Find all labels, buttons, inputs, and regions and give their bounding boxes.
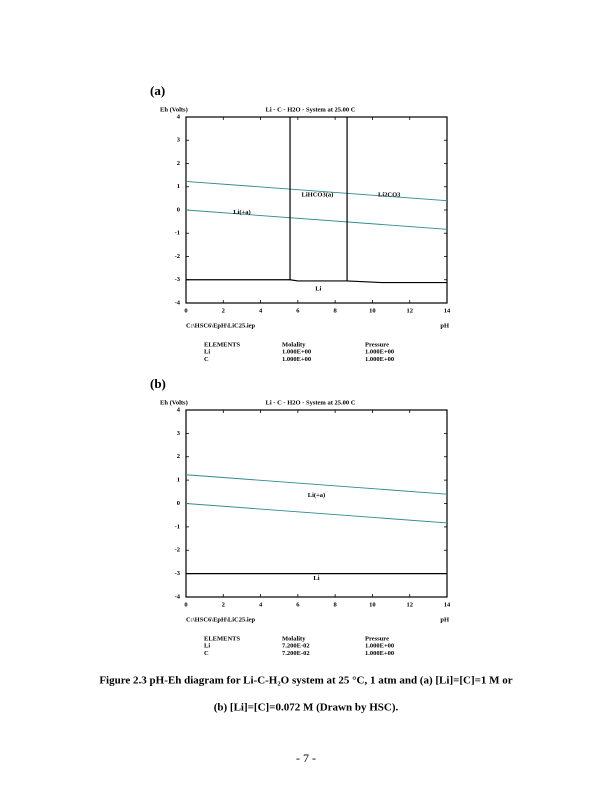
region-label: Li [313,575,319,582]
table-cell: 1.000E+00 [365,650,394,657]
y-axis-label: Eh (Volts) [160,106,188,113]
table-cell: 1.000E+00 [282,356,311,363]
x-tick-label: 10 [369,601,376,608]
table-cell: 1.000E+00 [365,642,394,649]
panel-label: (b) [150,376,166,391]
table-header: Molality [282,341,306,348]
table-cell: 7.200E-02 [282,642,310,649]
y-tick-label: 4 [177,406,181,413]
x-tick-label: 8 [334,307,338,314]
y-tick-label: 1 [177,477,180,484]
y-tick-label: 3 [177,430,181,437]
series-line [186,279,447,284]
x-tick-label: 0 [184,601,187,608]
region-label: Li2CO3 [378,191,401,198]
source-file: C:\HSC6\EpH\LiC25.iep [186,322,256,329]
table-cell: Li [204,642,210,649]
table-header: Pressure [365,635,389,642]
x-tick-label: 0 [184,307,187,314]
y-tick-label: -1 [175,230,180,237]
y-tick-label: 0 [177,500,180,507]
y-axis-label: Eh (Volts) [160,399,188,406]
x-tick-label: 4 [259,601,263,608]
y-tick-label: -4 [175,593,181,600]
y-tick-label: 0 [177,206,180,213]
x-tick-label: 2 [222,601,225,608]
chart-title: Li - C - H2O - System at 25.00 C [266,399,356,406]
table-header: Pressure [365,341,389,348]
table-cell: Li [204,348,210,355]
x-tick-label: 4 [259,307,263,314]
y-tick-label: -4 [175,299,181,306]
caption-line: Figure 2.3 pH-Eh diagram for Li-C-H₂O sy… [99,675,512,687]
y-tick-label: 1 [177,183,180,190]
table-cell: C [204,650,209,657]
x-tick-label: 6 [296,601,300,608]
table-header: ELEMENTS [204,341,241,348]
x-tick-label: 8 [334,601,338,608]
y-tick-label: -3 [175,570,181,577]
table-cell: 1.000E+00 [282,348,311,355]
x-tick-label: 14 [444,307,451,314]
y-tick-label: -2 [175,253,180,260]
x-tick-label: 6 [296,307,300,314]
chart-title: Li - C - H2O - System at 25.00 C [266,106,356,113]
table-header: ELEMENTS [204,635,241,642]
series-line [185,503,448,524]
y-tick-label: 4 [177,113,181,120]
y-tick-label: 3 [177,137,181,144]
x-axis-label: pH [440,322,449,329]
page-number: - 7 - [296,751,316,765]
table-cell: 7.200E-02 [282,650,310,657]
table-header: Molality [282,635,306,642]
series-line [185,209,448,230]
table-cell: 1.000E+00 [365,348,394,355]
source-file: C:\HSC6\EpH\LiC25.iep [186,616,256,623]
table-cell: 1.000E+00 [365,356,394,363]
x-tick-label: 12 [406,601,413,608]
x-tick-label: 10 [369,307,376,314]
y-tick-label: -1 [175,523,180,530]
series-line [185,474,448,495]
y-tick-label: 2 [177,160,180,167]
region-label: Li(+a) [308,492,325,499]
y-tick-label: -2 [175,547,180,554]
x-tick-label: 14 [444,601,451,608]
y-tick-label: 2 [177,453,180,460]
region-label: Li [315,286,321,293]
region-label: LiHCO3(a) [302,191,334,198]
x-tick-label: 2 [222,307,225,314]
x-tick-label: 12 [406,307,413,314]
caption-line: (b) [Li]=[C]=0.072 M (Drawn by HSC). [214,702,399,714]
x-axis-label: pH [440,616,449,623]
y-tick-label: -3 [175,276,181,283]
series-line [185,180,448,202]
region-label: Li(+a) [233,209,250,216]
table-cell: C [204,356,209,363]
panel-label: (a) [150,83,165,98]
